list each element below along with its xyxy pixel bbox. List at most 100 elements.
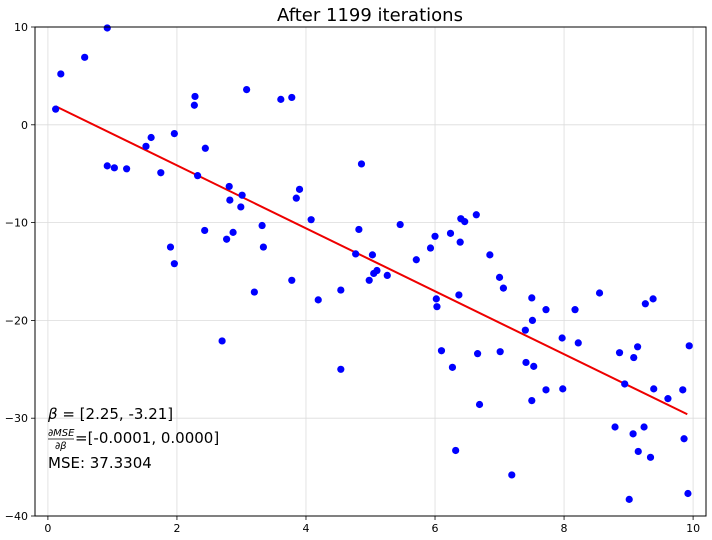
scatter-point [528, 396, 536, 405]
scatter-point [595, 289, 604, 297]
plot-frame [34, 26, 707, 517]
beta-annotation: β = [2.25, -3.21] [47, 405, 173, 423]
scatter-point [218, 337, 226, 345]
scatter-point [426, 244, 435, 252]
scatter-point [191, 92, 199, 101]
scatter-point [243, 85, 251, 94]
scatter-point [103, 162, 111, 170]
gradient-numerator: ∂MSE [48, 428, 75, 439]
scatter-point [295, 185, 304, 193]
scatter-point [446, 229, 455, 237]
scatter-point [499, 284, 508, 292]
gradient-values: =[-0.0001, 0.0000] [75, 429, 219, 447]
scatter-point [190, 101, 198, 109]
scatter-point [226, 196, 234, 204]
scatter-point [448, 363, 457, 371]
scatter-point [528, 316, 537, 324]
scatter-point [475, 400, 484, 409]
scatter-point [649, 295, 657, 303]
scatter-point [641, 300, 649, 308]
scatter-point [486, 251, 494, 259]
scatter-point [634, 447, 642, 456]
scatter-point [277, 95, 285, 103]
scatter-point [288, 93, 296, 102]
scatter-point [646, 453, 655, 461]
scatter-point [621, 380, 629, 388]
scatter-point [365, 276, 373, 284]
chart-title: After 1199 iterations [277, 5, 463, 26]
scatter-point [508, 471, 516, 479]
x-tick-label: 4 [302, 522, 309, 535]
scatter-point [521, 326, 529, 334]
scatter-point [559, 385, 567, 393]
scatter-point [611, 423, 619, 431]
scatter-point [433, 303, 441, 311]
scatter-point [455, 291, 463, 299]
scatter-point [629, 430, 637, 438]
y-tick-label: 0 [21, 119, 28, 132]
x-tick-label: 0 [44, 522, 51, 535]
scatter-point [522, 358, 530, 367]
scatter-point [640, 423, 648, 431]
scatter-point [123, 165, 131, 173]
scatter-point [229, 228, 237, 236]
scatter-point [237, 203, 245, 211]
scatter-point [103, 24, 111, 32]
y-tick-label: −20 [5, 314, 28, 327]
scatter-point [201, 226, 209, 235]
y-tick-label: −10 [5, 217, 28, 230]
axis-ticks: 0 2 4 6 8 10 10 0 −10 −20 −30 −40 [5, 21, 700, 535]
annotation-block: β = [2.25, -3.21] ∂MSE ∂β =[-0.0001, 0.0… [47, 405, 219, 472]
y-tick-label: −40 [5, 510, 28, 523]
scatter-point [238, 191, 246, 199]
x-tick-label: 10 [686, 522, 700, 535]
gradient-denominator: ∂β [55, 441, 67, 452]
scatter-point [431, 232, 439, 240]
scatter-point [528, 294, 536, 302]
scatter-point [542, 306, 550, 314]
scatter-point [292, 194, 300, 202]
beta-symbol: β [47, 405, 58, 423]
scatter-point [664, 395, 672, 403]
scatter-point [201, 144, 209, 152]
scatter-point [166, 243, 175, 251]
scatter-point [456, 238, 464, 246]
scatter-point [625, 495, 633, 503]
scatter-point [650, 385, 658, 393]
scatter-point [630, 353, 638, 362]
scatter-point [452, 446, 460, 455]
scatter-point [355, 225, 363, 234]
grid-lines [35, 26, 706, 517]
scatter-point [383, 271, 391, 280]
scatter-point [574, 339, 582, 347]
scatter-point [259, 243, 267, 251]
scatter-point [496, 348, 504, 356]
scatter-point [57, 70, 65, 78]
scatter-point [258, 221, 266, 230]
regression-line [55, 105, 688, 416]
scatter-point [337, 365, 345, 373]
mse-annotation: MSE: 37.3304 [48, 454, 152, 472]
scatter-point [307, 216, 315, 224]
x-tick-label: 2 [173, 522, 180, 535]
scatter-point [314, 296, 322, 304]
scatter-point [558, 334, 566, 342]
scatter-point [373, 266, 381, 275]
scatter-point [157, 169, 165, 177]
scatter-point [412, 256, 420, 264]
scatter-point [432, 295, 440, 303]
scatter-point [110, 164, 118, 172]
scatter-point [337, 286, 345, 294]
scatter-point [472, 211, 480, 219]
scatter-point [530, 362, 538, 370]
scatter-point [288, 276, 296, 284]
y-tick-label: −30 [5, 412, 28, 425]
scatter-point [437, 347, 446, 355]
x-tick-label: 6 [432, 522, 439, 535]
scatter-point [250, 288, 258, 296]
scatter-point [495, 273, 504, 281]
scatter-point [142, 142, 150, 150]
scatter-point [170, 130, 178, 138]
